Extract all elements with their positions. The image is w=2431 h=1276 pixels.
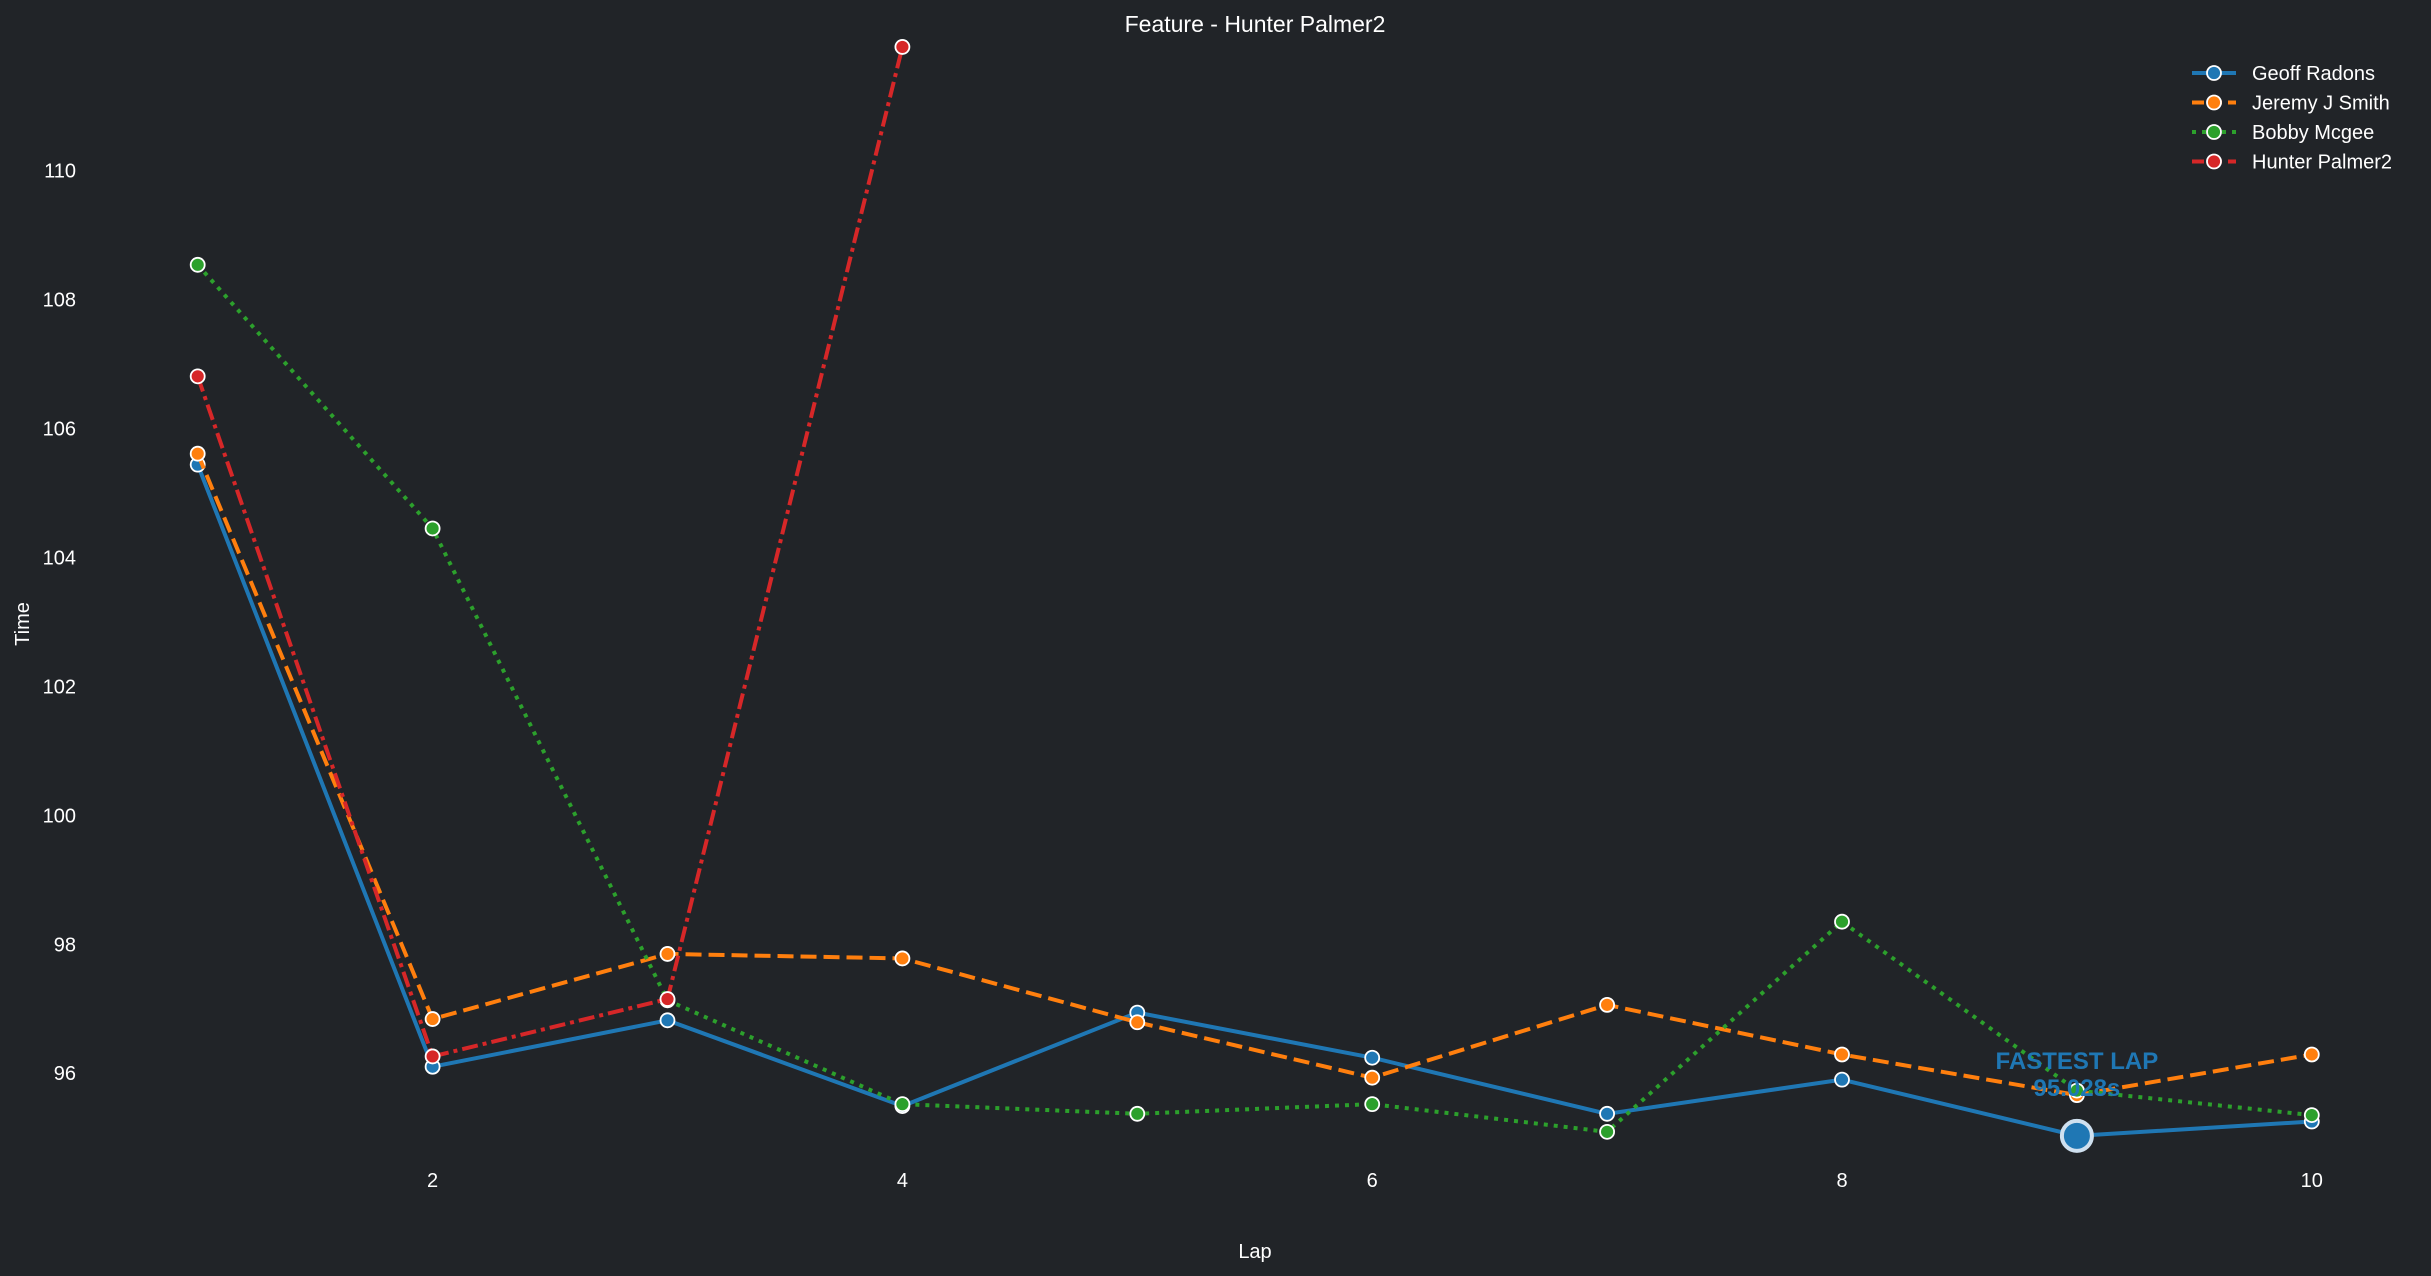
data-point <box>189 256 206 273</box>
data-point <box>189 368 206 385</box>
legend-item: Bobby Mcgee <box>2192 122 2374 144</box>
x-tick-labels: 2 4 6 8 10 <box>427 1170 2323 1192</box>
y-tick-label: 98 <box>54 934 76 956</box>
data-point <box>424 1011 441 1027</box>
x-tick-label: 6 <box>1367 1170 1378 1192</box>
data-point <box>894 39 911 55</box>
fastest-lap-annotation: FASTEST LAP 95.028s <box>1996 1048 2159 1153</box>
series-jeremy-j-smith <box>189 445 2320 1104</box>
y-axis-label: Time <box>12 602 34 646</box>
legend-item: Jeremy J Smith <box>2192 93 2390 115</box>
x-tick-label: 8 <box>1836 1170 1847 1192</box>
x-tick-label: 4 <box>897 1170 908 1192</box>
legend-marker-icon <box>2206 153 2222 170</box>
x-tick-label: 10 <box>2301 1170 2323 1192</box>
series-geoff-radons <box>189 456 2320 1144</box>
legend-item: Geoff Radons <box>2192 63 2375 85</box>
series-lines <box>189 39 2320 1144</box>
data-point <box>1599 1123 1615 1140</box>
data-point <box>1364 1049 1381 1066</box>
data-point <box>1129 1014 1146 1031</box>
y-tick-label: 102 <box>43 676 76 698</box>
data-point <box>1834 913 1850 930</box>
y-tick-label: 108 <box>43 290 76 312</box>
x-axis-label: Lap <box>1238 1241 1271 1263</box>
data-point <box>1834 1071 1850 1088</box>
data-point <box>894 1096 911 1113</box>
fastest-lap-value: 95.028s <box>2034 1075 2121 1102</box>
y-tick-label: 104 <box>43 547 76 569</box>
chart-title: Feature - Hunter Palmer2 <box>1125 11 1386 37</box>
data-point <box>1129 1105 1146 1122</box>
y-tick-label: 96 <box>54 1063 76 1085</box>
y-tick-label: 100 <box>43 805 76 827</box>
data-point <box>424 520 441 537</box>
legend-label: Hunter Palmer2 <box>2252 152 2392 174</box>
legend-marker-icon <box>2206 124 2222 140</box>
fastest-lap-label: FASTEST LAP <box>1996 1048 2159 1075</box>
data-point <box>189 445 206 462</box>
legend: Geoff Radons Jeremy J Smith Bobby Mcgee Hun… <box>2192 63 2392 174</box>
legend-label: Bobby Mcgee <box>2252 122 2374 144</box>
legend-label: Geoff Radons <box>2252 63 2375 85</box>
data-point <box>659 991 676 1007</box>
series-line <box>195 452 2313 1098</box>
y-tick-label: 110 <box>44 161 76 183</box>
data-point <box>1599 996 1615 1013</box>
data-point <box>1834 1046 1850 1063</box>
data-point <box>659 1012 676 1029</box>
data-point <box>894 950 911 967</box>
data-point <box>424 1048 441 1065</box>
legend-marker-icon <box>2206 94 2222 111</box>
data-point <box>2303 1107 2320 1123</box>
data-point <box>2303 1046 2320 1063</box>
legend-item: Hunter Palmer2 <box>2192 152 2392 174</box>
series-line <box>196 263 2313 1134</box>
legend-label: Jeremy J Smith <box>2252 93 2390 115</box>
data-point <box>2068 1082 2085 1099</box>
data-point <box>659 946 676 962</box>
series-bobby-mcgee <box>189 256 2320 1140</box>
data-point <box>1364 1096 1381 1113</box>
x-tick-label: 2 <box>427 1170 438 1192</box>
data-point <box>1364 1069 1381 1086</box>
data-point <box>1599 1105 1615 1122</box>
y-tick-label: 106 <box>43 419 76 441</box>
series-line <box>195 463 2312 1138</box>
series-hunter-palmer2 <box>189 39 911 1065</box>
legend-marker-icon <box>2206 65 2222 81</box>
fastest-lap-marker <box>2059 1118 2094 1153</box>
y-tick-labels: 96 98 100 102 104 106 108 110 <box>43 161 76 1085</box>
series-line <box>195 46 905 1059</box>
